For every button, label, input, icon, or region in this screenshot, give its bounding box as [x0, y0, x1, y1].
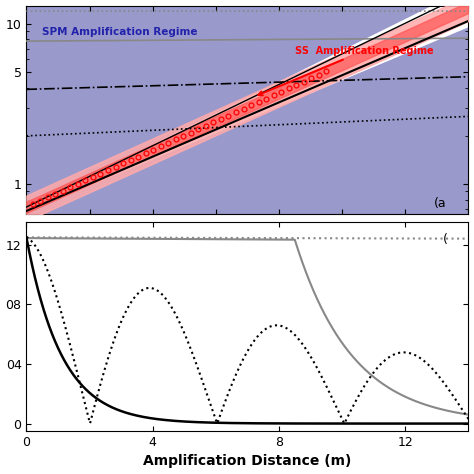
Text: SPM Amplification Regime: SPM Amplification Regime — [42, 27, 198, 37]
Text: SS  Amplification Regime: SS Amplification Regime — [258, 46, 433, 95]
Text: (a: (a — [434, 197, 447, 210]
Text: (: ( — [443, 233, 448, 246]
X-axis label: Amplification Distance (m): Amplification Distance (m) — [143, 455, 352, 468]
